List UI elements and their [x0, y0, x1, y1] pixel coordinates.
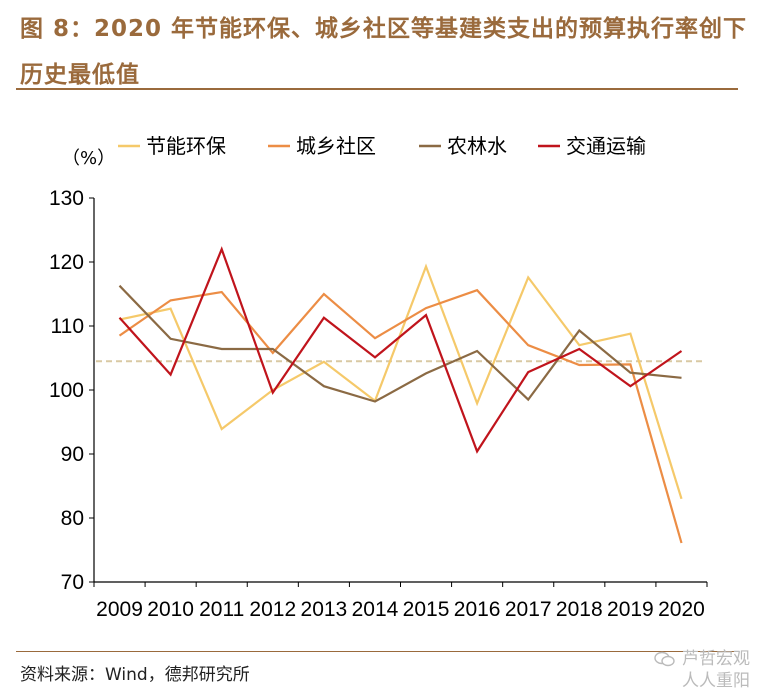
title-divider: [16, 88, 738, 90]
x-tick-label: 2012: [249, 598, 296, 621]
source-note: 资料来源：Wind，德邦研究所: [20, 665, 250, 685]
y-unit-label: （%）: [62, 148, 115, 169]
watermark: 芦哲宏观 人人重阳: [654, 648, 750, 692]
x-ticks: 2009 2010 2011 2012 2013 2014 2015 2016 2017 2018…: [93, 582, 708, 621]
series-lines: [118, 246, 683, 544]
wechat-icon: [654, 651, 675, 667]
x-tick-label: 2017: [505, 598, 552, 621]
y-tick-label: 130: [49, 187, 84, 210]
legend-label: 交通运输: [566, 134, 646, 158]
series-line-2: [118, 284, 682, 403]
x-tick-label: 2014: [352, 598, 399, 621]
x-tick-label: 2010: [147, 598, 194, 621]
series-line-1: [118, 288, 683, 544]
x-tick-label: 2020: [658, 598, 705, 621]
footer-divider: [16, 651, 738, 652]
y-tick-label: 70: [61, 571, 84, 594]
y-tick-label: 90: [61, 443, 84, 466]
line-chart: 节能环保 城乡社区 农林水 交通运输 （%） 70 80 90 100 110 120 130 2…: [49, 134, 708, 621]
x-tick-label: 2016: [454, 598, 501, 621]
watermark-line2: 人人重阳: [682, 671, 750, 691]
legend-label: 农林水: [447, 134, 507, 158]
y-ticks: 70 80 90 100 110 120 130: [49, 187, 94, 594]
x-tick-label: 2019: [607, 598, 654, 621]
x-tick-label: 2015: [403, 598, 450, 621]
y-tick-label: 120: [49, 251, 84, 274]
y-tick-label: 80: [61, 507, 84, 530]
legend-label: 城乡社区: [296, 134, 376, 158]
chart-legend: 节能环保 城乡社区 农林水 交通运输: [118, 134, 646, 158]
series-line-3: [118, 246, 683, 454]
legend-label: 节能环保: [146, 134, 226, 158]
y-tick-label: 100: [49, 379, 84, 402]
x-tick-label: 2013: [301, 598, 348, 621]
x-tick-label: 2018: [556, 598, 603, 621]
watermark-line1: 芦哲宏观: [682, 649, 750, 669]
y-tick-label: 110: [51, 315, 84, 338]
figure-title: 图 8：2020 年节能环保、城乡社区等基建类支出的预算执行率创下历史最低值: [20, 16, 748, 88]
x-tick-label: 2009: [96, 598, 143, 621]
x-tick-label: 2011: [199, 598, 244, 621]
series-line-0: [119, 263, 683, 500]
